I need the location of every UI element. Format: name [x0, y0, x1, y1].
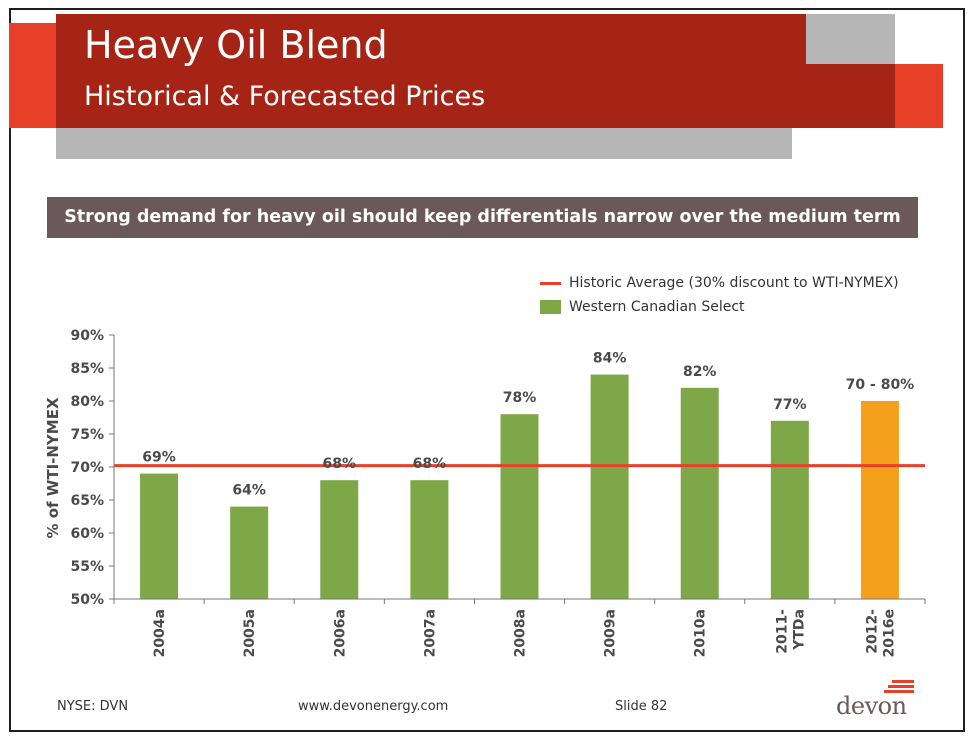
bar-data-label: 64% [232, 483, 266, 499]
y-tick-label: 60% [70, 526, 104, 542]
x-category-label-line: 2010a [693, 609, 709, 657]
x-category-label-line: YTDa [791, 609, 807, 651]
x-category-label-line: 2005a [242, 609, 258, 657]
slide-subtitle: Historical & Forecasted Prices [84, 81, 486, 112]
y-tick-label: 85% [70, 361, 104, 377]
x-category-label: 2008a [513, 609, 529, 657]
x-category-label: 2005a [242, 609, 258, 657]
logo-stripe-1 [892, 680, 914, 683]
legend-item-historic-average: Historic Average (30% discount to WTI-NY… [540, 275, 899, 291]
bar [140, 473, 179, 599]
footer-website[interactable]: www.devonenergy.com [298, 699, 449, 714]
x-category-label: 2012-2016e [864, 609, 897, 658]
logo-stripe-3 [884, 690, 914, 693]
y-axis-label: % of WTI-NYMEX [44, 397, 62, 538]
header-gray-shadow [56, 128, 792, 159]
legend-item-wcs: Western Canadian Select [540, 299, 745, 315]
bar-data-label: 69% [142, 450, 176, 466]
bar [410, 480, 449, 599]
y-tick-label: 50% [70, 592, 104, 608]
bar [770, 420, 809, 599]
slide-frame [9, 8, 965, 732]
legend-swatch-marker [540, 300, 561, 314]
x-category-label-line: 2011- [774, 609, 790, 654]
x-category-label: 2007a [422, 609, 438, 657]
x-category-label: 2011-YTDa [774, 609, 807, 654]
x-category-label: 2006a [332, 609, 348, 657]
x-category-label-line: 2007a [422, 609, 438, 657]
legend-label-historic-average: Historic Average (30% discount to WTI-NY… [569, 275, 899, 291]
devon-logo: devon [836, 680, 918, 720]
y-tick-label: 65% [70, 493, 104, 509]
x-category-label-line: 2006a [332, 609, 348, 657]
y-tick-label: 70% [70, 460, 104, 476]
bar [320, 480, 359, 599]
y-tick-label: 75% [70, 427, 104, 443]
bar-data-label: 68% [323, 456, 357, 472]
legend-line-marker [540, 281, 561, 285]
bar-data-label: 82% [683, 364, 717, 380]
bar-data-label: 84% [593, 351, 627, 367]
footer-slide-number: Slide 82 [615, 699, 668, 714]
key-message-banner: Strong demand for heavy oil should keep … [47, 197, 918, 238]
x-category-label-line: 2012- [864, 609, 880, 654]
header-accent-left [9, 23, 56, 128]
y-tick-label: 80% [70, 394, 104, 410]
y-tick-label: 90% [70, 328, 104, 344]
x-category-label: 2004a [152, 609, 168, 657]
y-tick-label: 55% [70, 559, 104, 575]
x-category-label-line: 2009a [603, 609, 619, 657]
header-gray-square [806, 14, 895, 64]
bar-data-label: 68% [413, 456, 447, 472]
x-category-label-line: 2004a [152, 609, 168, 657]
bar [860, 401, 899, 599]
slide-title: Heavy Oil Blend [84, 23, 388, 67]
bar-data-label: 77% [773, 397, 807, 413]
logo-wordmark: devon [836, 692, 907, 720]
x-category-label: 2009a [603, 609, 619, 657]
x-category-label-line: 2016e [881, 609, 897, 657]
bar [230, 506, 269, 599]
legend-label-wcs: Western Canadian Select [569, 299, 745, 315]
bar-data-label: 78% [503, 390, 537, 406]
x-category-label-line: 2008a [513, 609, 529, 657]
bar-data-label: 70 - 80% [846, 377, 915, 393]
bar [500, 414, 539, 599]
header-title-block [56, 14, 895, 128]
logo-stripe-2 [888, 685, 914, 688]
bar [590, 374, 629, 599]
bar [680, 387, 719, 599]
x-category-label: 2010a [693, 609, 709, 657]
footer-ticker: NYSE: DVN [57, 699, 129, 714]
